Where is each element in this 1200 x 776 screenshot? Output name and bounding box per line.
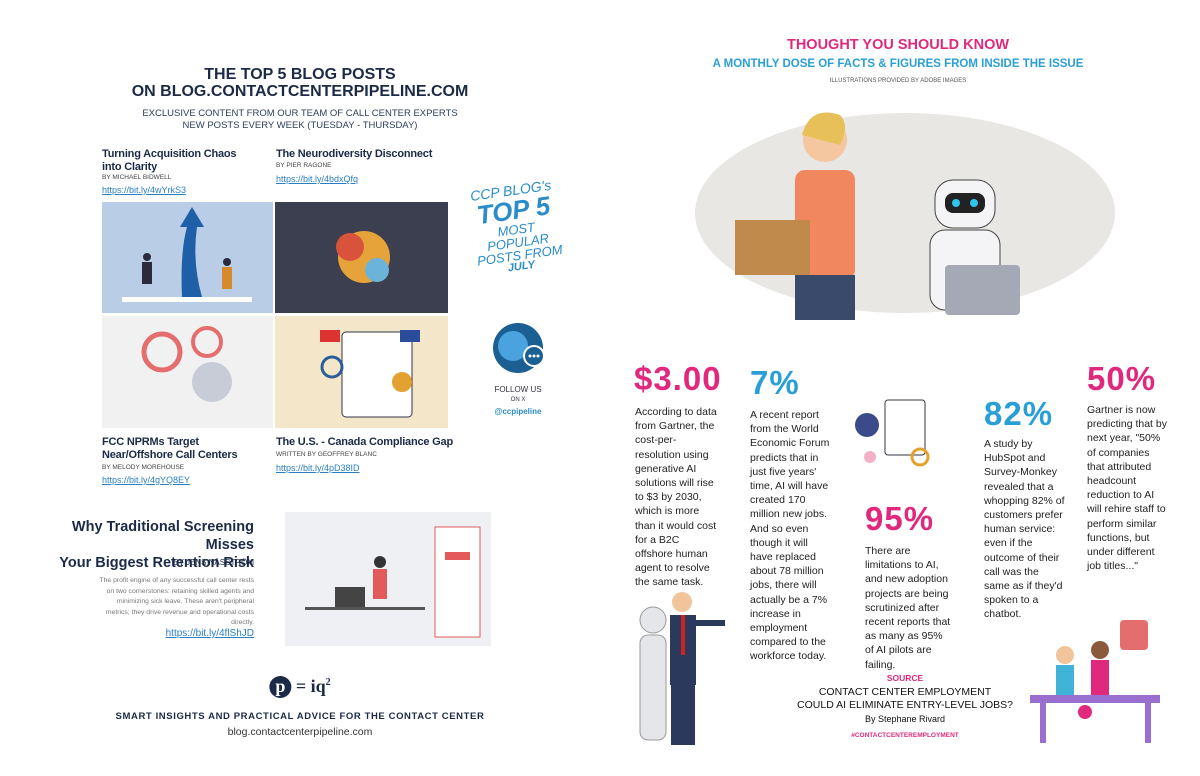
stat-value: 82% — [984, 395, 1054, 432]
right-subtitle: A MONTHLY DOSE OF FACTS & FIGURES FROM I… — [712, 58, 1084, 70]
title-line: ON BLOG.CONTACTCENTERPIPELINE.COM — [131, 83, 469, 100]
feature-title: Why Traditional Screening Misses Your Bi… — [40, 518, 254, 572]
feature-image — [285, 512, 491, 646]
stat-text: According to data from Gartner, the cost… — [635, 406, 717, 589]
illustration — [142, 262, 152, 284]
follow-line: ON X — [510, 397, 526, 403]
illustration — [320, 355, 344, 379]
illustration — [320, 330, 340, 342]
robot-illustration — [639, 592, 725, 745]
post-byline: BY PIER RAGONE — [276, 162, 332, 169]
left-subtitle: EXCLUSIVE CONTENT FROM OUR TEAM OF CALL … — [142, 108, 457, 132]
source-hashtag: #CONTACTCENTEREMPLOYMENT — [851, 732, 959, 739]
cv-illustration — [855, 399, 930, 467]
post-images — [102, 202, 448, 428]
post-title: The Neurodiversity Disconnect — [276, 148, 433, 160]
illustration — [336, 233, 364, 261]
hero-illustration — [695, 112, 1115, 320]
follow-line: FOLLOW US — [494, 385, 542, 394]
stat-text: A recent report from the World Economic … — [750, 409, 830, 663]
logo-sup: 2 — [325, 677, 331, 688]
source-line: CONTACT CENTER EMPLOYMENT — [818, 686, 992, 698]
subtitle-line: EXCLUSIVE CONTENT FROM OUR TEAM OF CALL … — [142, 108, 458, 119]
illustration — [223, 258, 231, 266]
post-byline: BY MELODY MOREHOUSE — [102, 464, 185, 471]
feature-body: The profit engine of any successful call… — [99, 577, 254, 626]
image-tile — [102, 316, 273, 428]
illustration — [341, 331, 413, 418]
stat-value: $3.00 — [634, 360, 722, 397]
stat-text: Gartner is now predicting that by next y… — [1087, 404, 1167, 573]
right-title: THOUGHT YOU SHOULD KNOW — [786, 37, 1010, 53]
credit: ILLUSTRATIONS PROVIDED BY ADOBE IMAGES — [829, 78, 967, 84]
post-byline: BY MICHAEL BIDWELL — [102, 174, 172, 181]
follow-icon — [493, 323, 545, 373]
team-illustration — [1030, 620, 1160, 743]
left-title: THE TOP 5 BLOG POSTS ON BLOG.CONTACTCENT… — [132, 66, 469, 100]
follow-handle[interactable]: @ccpipeline — [494, 407, 542, 416]
logo: p = iq2 — [269, 676, 331, 698]
post-title: Turning Acquisition Chaos into Clarity — [102, 148, 237, 173]
post-link[interactable]: https://bit.ly/4pD38ID — [276, 463, 360, 473]
source-label: SOURCE — [886, 673, 924, 683]
post-link[interactable]: https://bit.ly/4bdxQfq — [276, 174, 359, 184]
illustration — [143, 253, 151, 261]
logo-mark: p — [269, 676, 292, 698]
source-byline: By Stephane Rivard — [864, 714, 946, 724]
source-line: COULD AI ELIMINATE ENTRY-LEVEL JOBS? — [797, 698, 1013, 711]
post-title: The U.S. - Canada Compliance Gap — [276, 436, 453, 448]
feature-link[interactable]: https://bit.ly/4flShJD — [165, 628, 254, 639]
title-line: THE TOP 5 BLOG POSTS — [204, 66, 396, 83]
stat-value: 95% — [865, 500, 935, 537]
feature-title-line: Why Traditional Screening Misses — [71, 519, 254, 553]
illustration — [365, 258, 389, 282]
stat-value: 50% — [1087, 360, 1157, 397]
tagline: SMART INSIGHTS AND PRACTICAL ADVICE FOR … — [115, 711, 485, 722]
stat-text: There are limitations to AI, and new ado… — [865, 545, 951, 671]
illustration — [400, 330, 420, 342]
illustration — [192, 362, 232, 402]
post-byline: WRITTEN BY GEOFFREY BLANC — [276, 451, 377, 458]
illustration — [392, 372, 412, 392]
follow: FOLLOW US ON X @ccpipeline — [494, 384, 541, 417]
illustration — [191, 326, 223, 358]
illustration — [222, 267, 232, 289]
illustration — [180, 207, 204, 297]
feature-title-line: Your Biggest Retention Risk — [59, 555, 254, 571]
post-link[interactable]: https://bit.ly/4gYQ8EY — [102, 475, 191, 485]
post-title: FCC NPRMs Target Near/Offshore Call Cent… — [102, 436, 238, 461]
stat-text: A study by HubSpot and Survey-Monkey rev… — [984, 438, 1065, 621]
subtitle-line: NEW POSTS EVERY WEEK (TUESDAY - THURSDAY… — [182, 120, 418, 131]
illustration — [141, 331, 183, 373]
illustration — [122, 297, 252, 302]
url[interactable]: blog.contactcenterpipeline.com — [227, 726, 373, 738]
source-title: CONTACT CENTER EMPLOYMENT COULD AI ELIMI… — [797, 686, 1013, 711]
feature-byline: BY JENS NÄSSTRÖM — [173, 558, 254, 567]
badge: CCP BLOG's TOP 5 MOST POPULAR POSTS FROM… — [460, 176, 572, 279]
logo-text: = iq — [295, 676, 326, 696]
post-link[interactable]: https://bit.ly/4wYrkS3 — [102, 185, 187, 195]
stat-value: 7% — [750, 364, 800, 401]
